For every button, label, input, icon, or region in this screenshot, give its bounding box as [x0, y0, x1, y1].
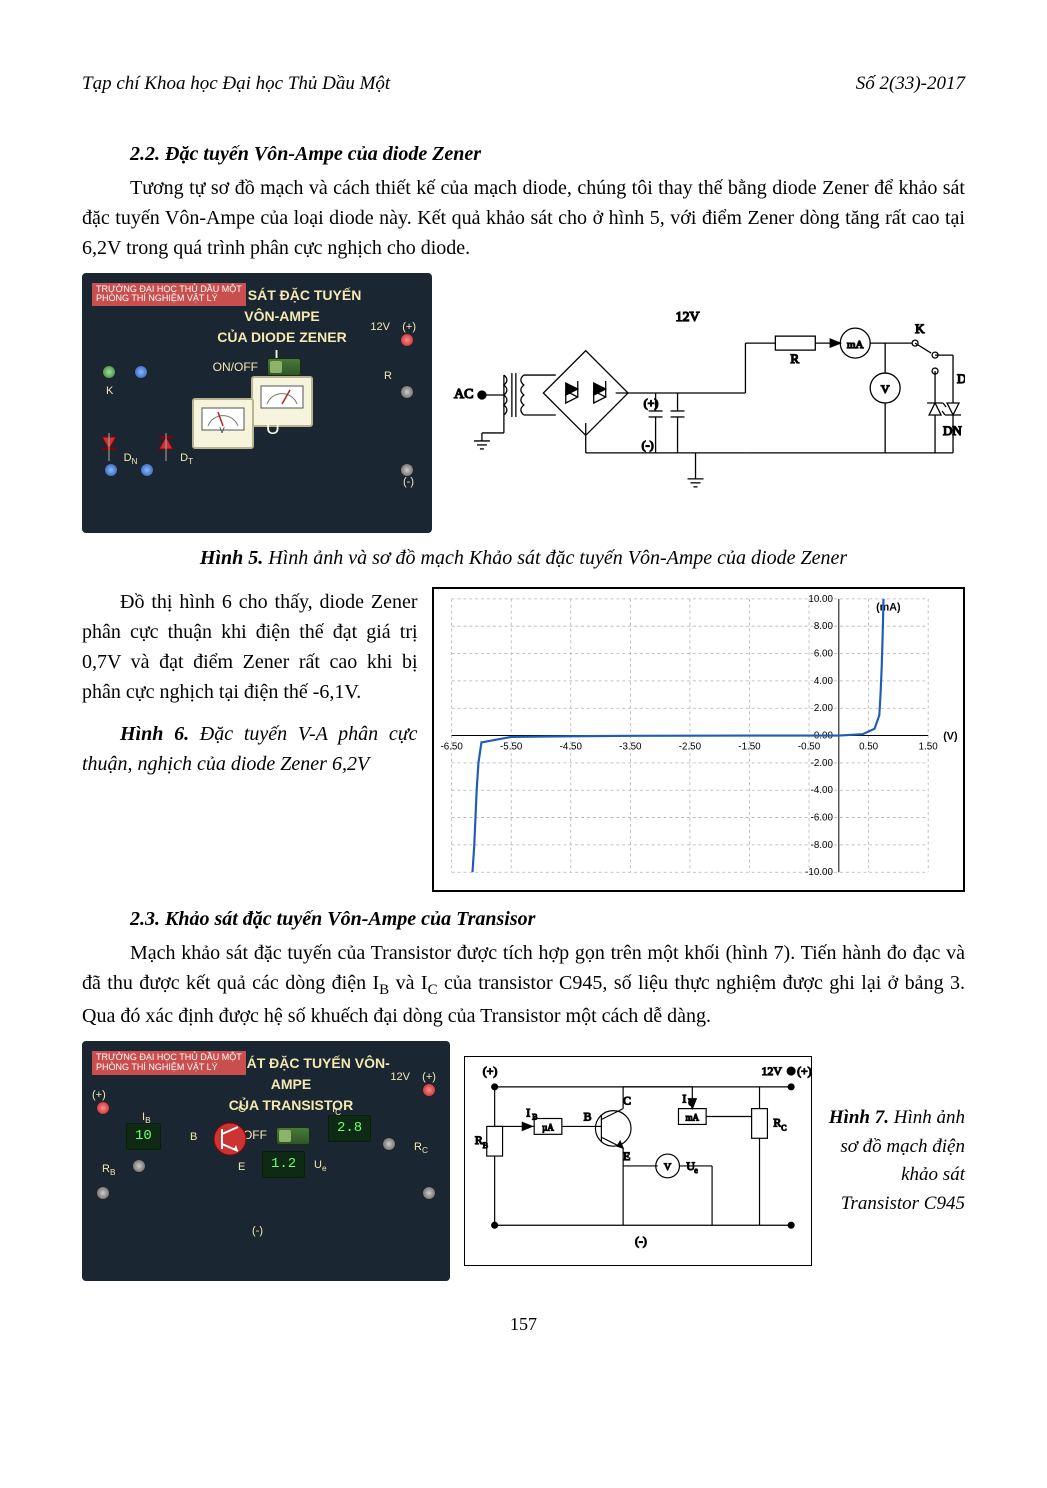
svg-text:8.00: 8.00 [813, 621, 833, 632]
svg-text:(-): (-) [635, 1234, 647, 1248]
lab-label: TRƯỜNG ĐẠI HỌC THỦ DẦU MỘT PHÒNG THÍ NGH… [92, 1051, 246, 1075]
svg-text:(+): (+) [483, 1064, 498, 1078]
svg-text:-4.00: -4.00 [810, 785, 833, 796]
figure-7-row: TRƯỜNG ĐẠI HỌC THỦ DẦU MỘT PHÒNG THÍ NGH… [82, 1041, 965, 1281]
svg-text:mA: mA [847, 339, 864, 351]
fig5-hardware-panel: TRƯỜNG ĐẠI HỌC THỦ DẦU MỘT PHÒNG THÍ NGH… [82, 273, 432, 533]
svg-text:V: V [881, 382, 890, 396]
svg-text:K: K [915, 321, 925, 336]
svg-text:R: R [790, 351, 799, 366]
svg-text:-0.50: -0.50 [797, 741, 820, 752]
fig7-schematic: (+) 12V(+) RB IB µA B C E [464, 1056, 812, 1266]
svg-text:-5.50: -5.50 [500, 741, 523, 752]
svg-text:I: I [682, 1092, 686, 1106]
svg-text:-1.50: -1.50 [738, 741, 761, 752]
svg-text:I: I [526, 1106, 530, 1120]
lab-label: TRƯỜNG ĐẠI HỌC THỦ DẦU MỘT PHÒNG THÍ NGH… [92, 283, 246, 307]
issue-number: Số 2(33)-2017 [856, 70, 965, 99]
terminal-plus [400, 333, 414, 347]
section-2-2-heading: 2.2. Đặc tuyến Vôn-Ampe của diode Zener [130, 139, 965, 169]
svg-text:-8.00: -8.00 [810, 839, 833, 850]
svg-text:0.50: 0.50 [859, 741, 879, 752]
svg-text:4.00: 4.00 [813, 675, 833, 686]
svg-text:R: R [773, 1115, 781, 1129]
figure-6-caption: Hình 6. Đặc tuyến V-A phân cực thuận, ng… [82, 719, 418, 779]
svg-text:AC: AC [454, 387, 473, 402]
svg-text:1.50: 1.50 [918, 741, 938, 752]
svg-text:10.00: 10.00 [808, 593, 833, 604]
svg-text:-4.50: -4.50 [559, 741, 582, 752]
svg-text:µA: µA [542, 1122, 554, 1132]
section-2-3-heading: 2.3. Khảo sát đặc tuyến Vôn-Ampe của Tra… [130, 904, 965, 934]
schem-12v-label: 12V [676, 310, 700, 325]
svg-text:DT: DT [957, 371, 965, 386]
svg-text:(V): (V) [943, 730, 958, 742]
journal-name: Tạp chí Khoa học Đại học Thủ Dầu Một [82, 70, 390, 99]
svg-text:-6.50: -6.50 [440, 741, 463, 752]
svg-text:V: V [664, 1162, 672, 1173]
svg-text:12V: 12V [761, 1064, 782, 1078]
terminal-r [400, 385, 414, 399]
ib-display: 10 [126, 1123, 161, 1150]
ue-display: 1.2 [262, 1151, 305, 1178]
figure-5-row: TRƯỜNG ĐẠI HỌC THỦ DẦU MỘT PHÒNG THÍ NGH… [82, 273, 965, 533]
ic-display: 2.8 [328, 1115, 371, 1142]
fig7-hardware-panel: TRƯỜNG ĐẠI HỌC THỦ DẦU MỘT PHÒNG THÍ NGH… [82, 1041, 450, 1281]
svg-text:(-): (-) [642, 437, 654, 451]
svg-text:6.00: 6.00 [813, 648, 833, 659]
onoff-switch-icon [267, 358, 301, 376]
figure-5-caption: Hình 5. Hình ảnh và sơ đồ mạch Khảo sát … [82, 543, 965, 573]
section-2-2-paragraph: Tương tự sơ đồ mạch và cách thiết kế của… [82, 173, 965, 263]
svg-text:(mA): (mA) [876, 601, 901, 613]
svg-text:-2.50: -2.50 [678, 741, 701, 752]
svg-text:-6.00: -6.00 [810, 812, 833, 823]
chart-6-paragraph: Đồ thị hình 6 cho thấy, diode Zener phân… [82, 587, 418, 707]
svg-text:E: E [623, 1149, 630, 1163]
svg-text:e: e [694, 1166, 698, 1175]
page-header: Tạp chí Khoa học Đại học Thủ Dầu Một Số … [82, 70, 965, 99]
zener-va-chart: 10.008.006.004.002.000.00-2.00-4.00-6.00… [432, 587, 965, 892]
svg-text:-3.50: -3.50 [619, 741, 642, 752]
diode-t-icon [157, 444, 175, 466]
figure-6-block: Đồ thị hình 6 cho thấy, diode Zener phân… [82, 587, 965, 892]
onoff-switch-icon [276, 1127, 310, 1145]
svg-text:V: V [219, 426, 225, 434]
voltmeter-icon: V [192, 398, 254, 449]
svg-text:C: C [781, 1123, 786, 1132]
svg-text:B: B [532, 1112, 537, 1121]
section-2-3-paragraph: Mạch khảo sát đặc tuyến của Transistor đ… [82, 938, 965, 1032]
svg-text:(+): (+) [797, 1064, 811, 1078]
svg-text:mA: mA [686, 1112, 700, 1122]
terminal-minus [400, 463, 414, 477]
svg-text:B: B [584, 1109, 592, 1123]
svg-text:-10.00: -10.00 [805, 867, 833, 878]
svg-text:2.00: 2.00 [813, 703, 833, 714]
svg-text:B: B [483, 1141, 488, 1150]
svg-text:C: C [623, 1094, 631, 1108]
svg-text:R: R [475, 1133, 483, 1147]
svg-text:-2.00: -2.00 [810, 757, 833, 768]
page-number: 157 [82, 1311, 965, 1338]
fig5-schematic: 12V AC (+) [446, 303, 965, 503]
figure-7-caption: Hình 7. Hình ảnh sơ đồ mạch điện khảo sá… [826, 1104, 965, 1218]
terminal-k [102, 365, 116, 379]
